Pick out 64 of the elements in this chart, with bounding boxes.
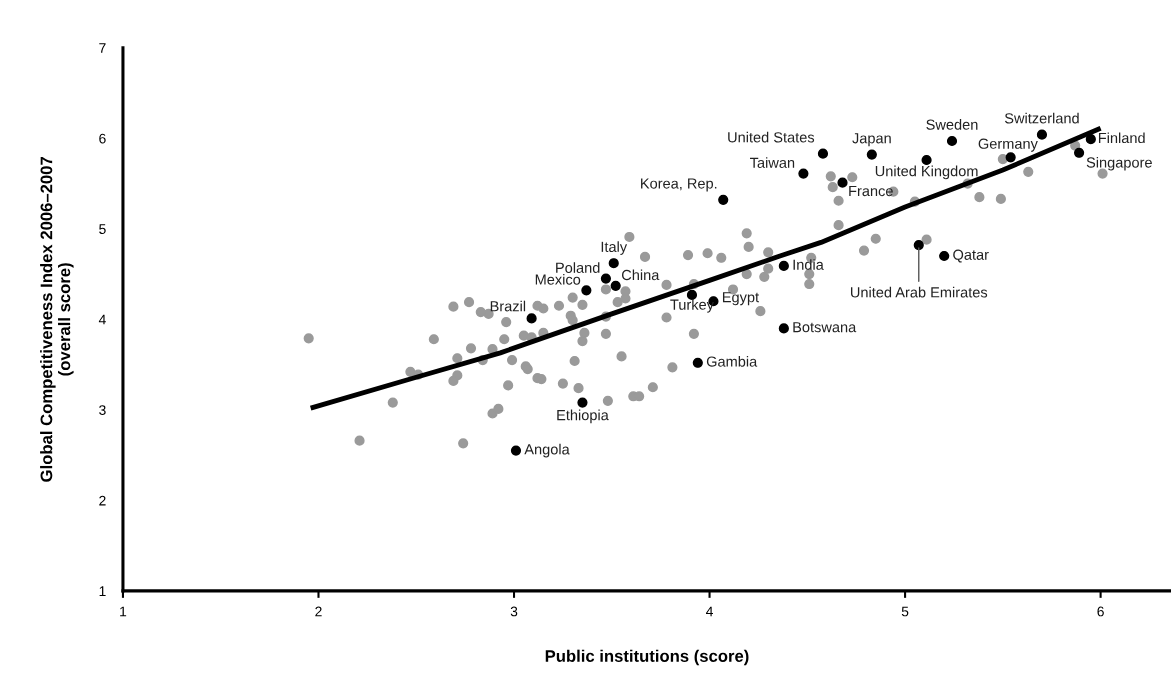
annotation: Germany [978, 138, 1038, 152]
y-axis-title: Global Competitiveness Index 2006–2007 (overall score) [40, 157, 74, 482]
annotation: Brazil [490, 300, 526, 312]
point [692, 357, 703, 368]
point [1085, 134, 1096, 145]
y-tick-label: 3 [99, 405, 106, 416]
annotation: Finland [1098, 132, 1145, 144]
point [921, 154, 932, 166]
point [817, 148, 829, 159]
point [608, 258, 619, 269]
point [526, 313, 537, 324]
point [610, 280, 621, 291]
point [686, 289, 698, 300]
annotation: Mexico [535, 274, 581, 285]
annotation: Japan [852, 133, 891, 147]
annotation: Gambia [706, 355, 758, 367]
annotation: Singapore [1086, 156, 1152, 171]
annotation: Korea, Rep. [641, 178, 717, 192]
annotation: India [793, 259, 824, 270]
point [577, 397, 588, 408]
point [581, 285, 592, 296]
annotation: Switzerland [1004, 112, 1079, 124]
annotation: Taiwan [750, 157, 795, 168]
annotation: Angola [524, 443, 570, 458]
point [1074, 147, 1085, 158]
annotation: Sweden [926, 119, 978, 130]
y-tick-label: 4 [98, 314, 106, 325]
annotation: Egypt [722, 292, 759, 306]
y-tick-label: 7 [99, 43, 106, 53]
annotation: Turkey [670, 299, 714, 313]
x-tick-label: 5 [901, 606, 909, 617]
annotation: Poland [556, 262, 600, 273]
x-tick-label: 2 [315, 606, 322, 617]
y-tick-label: 2 [99, 495, 106, 506]
annotation: China [621, 269, 660, 281]
annotation: Ethiopia [557, 409, 609, 424]
point [946, 135, 958, 147]
x-axis-title: Public institutions (score) [545, 649, 749, 666]
x-tick-label: 3 [510, 606, 518, 617]
point [866, 149, 877, 160]
point [510, 445, 522, 456]
annotation: United Kingdom [875, 165, 978, 180]
point [1036, 129, 1048, 140]
y-tick-label: 6 [99, 133, 106, 144]
y-tick-label: 1 [99, 586, 106, 596]
annotation: Botswana [793, 322, 857, 333]
point [778, 323, 789, 334]
point [778, 260, 789, 272]
y-tick-label: 5 [99, 224, 106, 234]
point [913, 240, 924, 251]
point [798, 168, 809, 179]
annotation: Italy [601, 241, 628, 255]
point [939, 250, 950, 262]
x-tick-label: 1 [120, 606, 127, 617]
x-tick-label: 4 [706, 606, 713, 617]
annotation: United States [728, 131, 815, 143]
x-tick-label: 6 [1097, 606, 1104, 617]
annotation: Qatar [953, 249, 989, 263]
point [600, 273, 612, 284]
point [1005, 152, 1016, 163]
point [718, 194, 729, 205]
annotation: France [849, 185, 893, 197]
point [837, 177, 848, 188]
annotation: United Arab Emirates [851, 286, 988, 298]
